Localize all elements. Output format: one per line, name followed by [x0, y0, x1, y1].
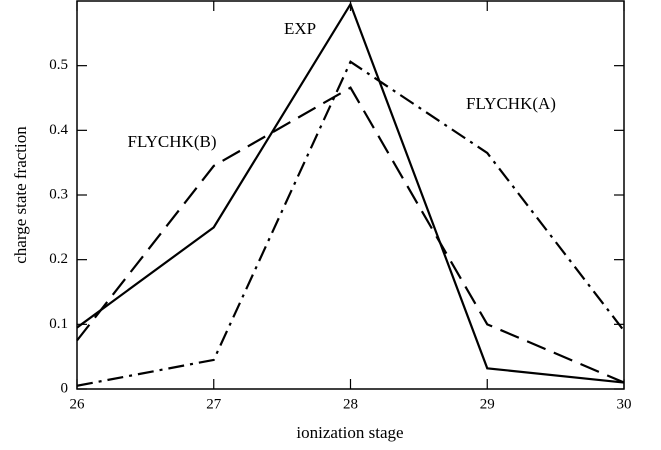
series-line [76, 60, 625, 387]
series-label: FLYCHK(B) [128, 132, 217, 151]
y-tick-label: 0.2 [49, 251, 68, 267]
y-axis-label: charge state fraction [11, 126, 30, 264]
x-axis-label: ionization stage [296, 423, 403, 442]
series-label: EXP [284, 19, 316, 38]
x-tick-label: 27 [206, 396, 222, 412]
series-line [76, 86, 625, 384]
plot-frame [76, 0, 625, 390]
y-tick-label: 0 [61, 380, 69, 396]
x-tick-label: 28 [343, 396, 358, 412]
y-tick-label: 0.4 [49, 122, 68, 138]
series-line [76, 1, 625, 384]
y-tick-label: 0.5 [49, 57, 68, 73]
x-tick-label: 29 [480, 396, 495, 412]
x-tick-label: 26 [70, 396, 86, 412]
y-tick-label: 0.3 [49, 186, 68, 202]
y-tick-label: 0.1 [49, 316, 68, 332]
series-label: FLYCHK(A) [466, 94, 556, 113]
x-tick-label: 30 [617, 396, 632, 412]
